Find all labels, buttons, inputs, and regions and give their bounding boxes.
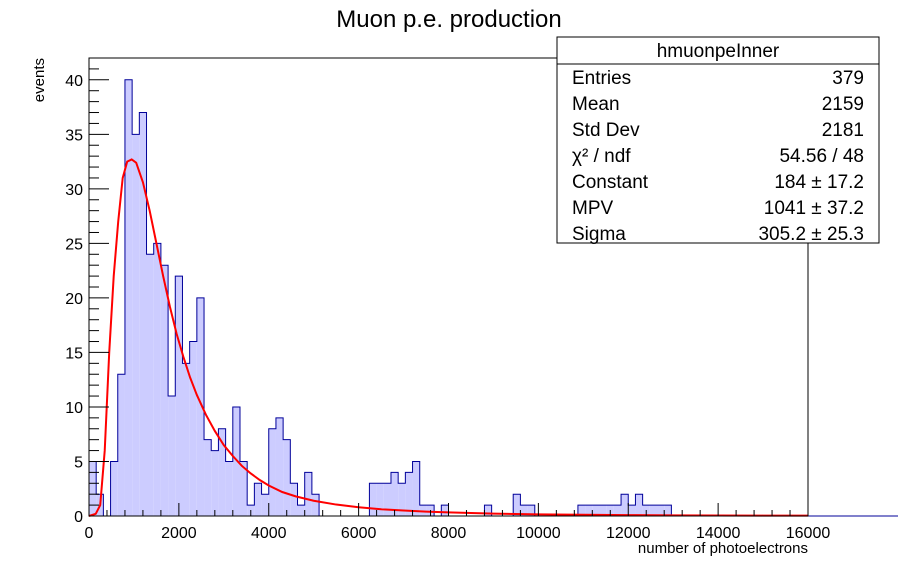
histogram-bar xyxy=(376,483,384,516)
histogram-bar xyxy=(160,265,169,516)
y-tick-label: 5 xyxy=(74,454,83,471)
x-tick-label: 4000 xyxy=(251,525,287,542)
histogram-bar xyxy=(204,439,212,516)
histogram-bar xyxy=(664,505,672,516)
histogram-bar xyxy=(132,134,140,517)
histogram-bar xyxy=(175,276,183,516)
stat-label: Std Dev xyxy=(572,120,640,141)
stat-label: MPV xyxy=(572,198,614,219)
histogram-bar xyxy=(628,505,636,516)
histogram-bar xyxy=(275,417,284,516)
stat-label: Entries xyxy=(572,68,631,89)
stat-value: 54.56 / 48 xyxy=(779,146,864,167)
x-tick-label: 14000 xyxy=(696,525,741,542)
histogram-bar xyxy=(182,363,190,516)
histogram-bar xyxy=(211,450,219,516)
stat-value: 305.2 ± 25.3 xyxy=(758,224,864,245)
x-tick-label: 6000 xyxy=(341,525,377,542)
x-tick-label: 16000 xyxy=(786,525,831,542)
histogram-outline xyxy=(88,79,898,517)
stat-label: Constant xyxy=(572,172,649,193)
histogram-bar xyxy=(283,439,291,516)
histogram-bar xyxy=(139,112,147,517)
histogram-bar xyxy=(657,505,665,516)
histogram-bar xyxy=(613,505,622,516)
histogram-bar xyxy=(635,494,643,516)
histogram-bar xyxy=(585,505,593,516)
x-tick-label: 12000 xyxy=(606,525,651,542)
histogram-bar xyxy=(290,483,298,516)
x-axis-title: number of photoelectrons xyxy=(638,540,808,557)
histogram-bar xyxy=(520,505,528,516)
y-tick-label: 40 xyxy=(65,73,83,90)
histogram-bar xyxy=(232,406,240,516)
x-tick-label: 2000 xyxy=(161,525,197,542)
histogram-bar xyxy=(383,483,391,516)
histogram-bar xyxy=(592,505,600,516)
histogram-bar xyxy=(124,79,133,517)
histogram-bar xyxy=(189,341,197,516)
fit-curve xyxy=(88,158,809,517)
y-tick-label: 35 xyxy=(65,127,83,144)
y-tick-label: 15 xyxy=(65,345,83,362)
histogram-bar xyxy=(390,472,399,516)
histogram-bar xyxy=(412,461,420,516)
histogram-bar xyxy=(369,483,377,516)
x-axis-ticks: 0 2000 4000 6000 8000 10000 12000 14000 16000 xyxy=(85,503,831,542)
stat-value: 1041 ± 37.2 xyxy=(764,198,864,219)
x-tick-label: 10000 xyxy=(516,525,561,542)
histogram-bar xyxy=(599,505,607,516)
histogram-bar xyxy=(577,505,586,516)
x-tick-label: 8000 xyxy=(431,525,467,542)
y-tick-label: 0 xyxy=(74,509,83,526)
histogram-bar xyxy=(254,483,262,516)
stat-value: 379 xyxy=(832,68,864,89)
y-tick-label: 25 xyxy=(65,236,83,253)
stats-box-name: hmuonpeInner xyxy=(657,41,780,62)
histogram-bar xyxy=(225,461,233,516)
stat-value: 184 ± 17.2 xyxy=(774,172,864,193)
histogram-bars xyxy=(89,79,672,517)
y-axis-ticks: 0 5 10 15 20 25 30 35 40 xyxy=(65,57,109,526)
stat-label: Sigma xyxy=(572,224,626,245)
histogram-bar xyxy=(621,494,629,516)
stat-label: Mean xyxy=(572,94,620,115)
histogram-bar xyxy=(110,461,118,516)
stat-value: 2159 xyxy=(822,94,864,115)
histogram-bar xyxy=(218,428,226,516)
histogram-bar xyxy=(153,243,161,516)
histogram-bar xyxy=(304,472,312,516)
stat-label: χ² / ndf xyxy=(572,146,631,167)
histogram-bar xyxy=(311,494,320,516)
histogram-bar xyxy=(441,505,449,516)
histogram-bar xyxy=(513,494,521,516)
histogram-bar xyxy=(261,494,269,516)
histogram-bar xyxy=(405,472,413,516)
histogram-bar xyxy=(117,374,125,516)
y-axis-title: events xyxy=(31,58,48,102)
y-tick-label: 20 xyxy=(65,291,83,308)
histogram-bar xyxy=(297,505,305,516)
y-tick-label: 10 xyxy=(65,400,83,417)
histogram-bar xyxy=(398,483,406,516)
stats-rows: Entries 379 Mean 2159 Std Dev 2181 χ² / ndf 54.… xyxy=(572,68,864,245)
histogram-bar xyxy=(649,505,658,516)
stats-box-frame xyxy=(556,36,880,244)
stats-box: hmuonpeInner Entries 379 Mean 2159 Std Dev 21… xyxy=(556,36,880,245)
stat-value: 2181 xyxy=(822,120,864,141)
histogram-bar xyxy=(168,396,176,516)
histogram-bar xyxy=(196,297,205,516)
chart-title: Muon p.e. production xyxy=(336,6,561,33)
x-tick-label: 0 xyxy=(85,525,94,542)
y-tick-label: 30 xyxy=(65,182,83,199)
histogram-bar xyxy=(527,505,535,516)
histogram-bar xyxy=(146,254,154,517)
histogram-bar xyxy=(239,461,248,516)
histogram-bar xyxy=(484,505,492,516)
histogram-bar xyxy=(268,428,276,516)
histogram-bar xyxy=(89,461,97,516)
